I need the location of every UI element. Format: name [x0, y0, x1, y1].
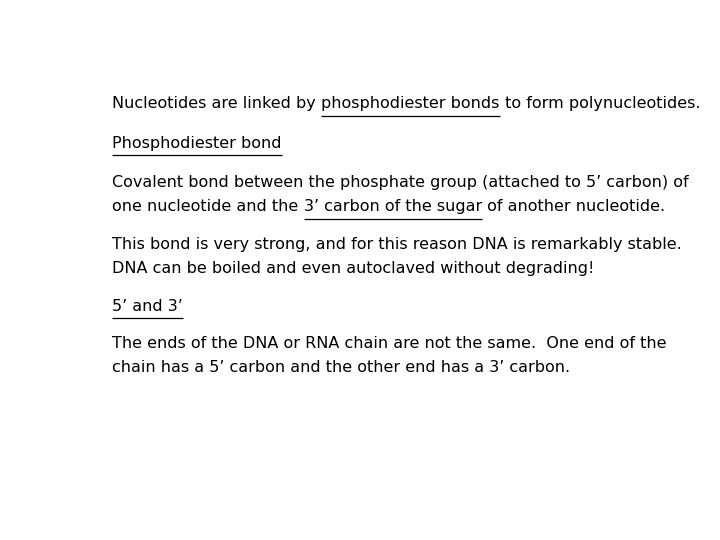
Text: 5’ and 3’: 5’ and 3’: [112, 299, 183, 314]
Text: to form polynucleotides.: to form polynucleotides.: [500, 97, 700, 111]
Text: The ends of the DNA or RNA chain are not the same.  One end of the: The ends of the DNA or RNA chain are not…: [112, 336, 667, 352]
Text: chain has a 5’ carbon and the other end has a 3’ carbon.: chain has a 5’ carbon and the other end …: [112, 361, 570, 375]
Text: DNA can be boiled and even autoclaved without degrading!: DNA can be boiled and even autoclaved wi…: [112, 261, 595, 276]
Text: Phosphodiester bond: Phosphodiester bond: [112, 136, 282, 151]
Text: of another nucleotide.: of another nucleotide.: [482, 199, 665, 214]
Text: Covalent bond between the phosphate group (attached to 5’ carbon) of: Covalent bond between the phosphate grou…: [112, 176, 689, 191]
Text: phosphodiester bonds: phosphodiester bonds: [321, 97, 500, 111]
Text: one nucleotide and the: one nucleotide and the: [112, 199, 304, 214]
Text: Nucleotides are linked by: Nucleotides are linked by: [112, 97, 321, 111]
Text: This bond is very strong, and for this reason DNA is remarkably stable.: This bond is very strong, and for this r…: [112, 237, 682, 252]
Text: 3’ carbon of the sugar: 3’ carbon of the sugar: [304, 199, 482, 214]
